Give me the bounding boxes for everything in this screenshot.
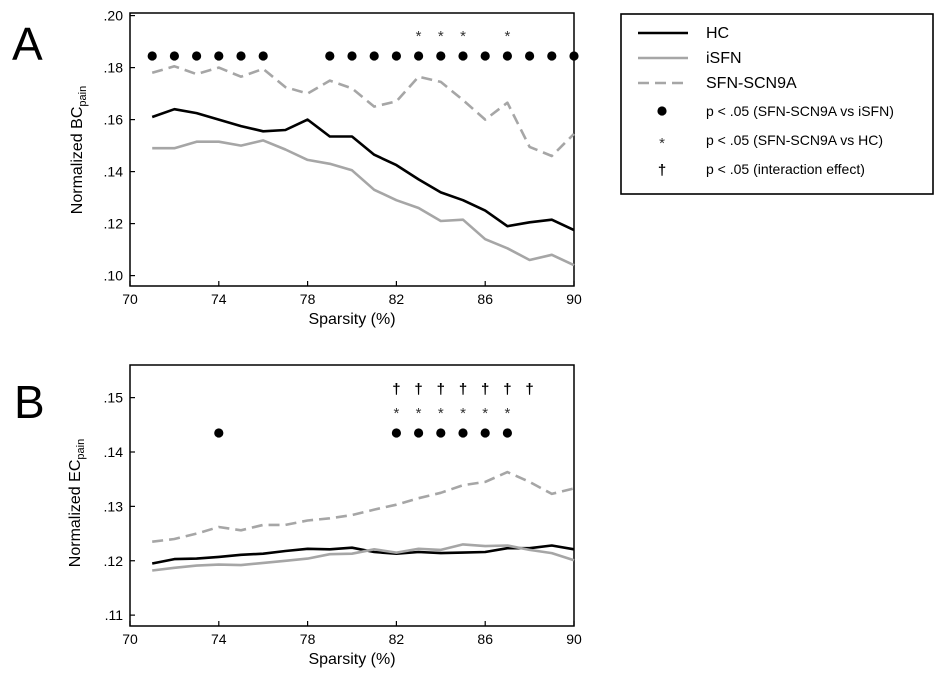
panel-b-sig-dot [480,428,490,438]
panel-a-sig-dot [414,51,424,61]
panel-a-xtick-label: 78 [300,291,316,307]
legend-swatch-dagger: † [658,162,666,179]
legend-label-p-05-sfn-scn9a-vs-hc: p < .05 (SFN-SCN9A vs HC) [706,132,883,148]
panel-a-series-sfn-scn9a [151,65,575,158]
panel-a-sig-asterisk: * [438,28,444,45]
panel-a-ytick-label: .16 [104,112,124,128]
panel-a-ytick-label: .20 [104,8,124,24]
panel-b-sig-dot [436,428,446,438]
panel-a-sig-dot [369,51,379,61]
panel-a-sig-dot [214,51,224,61]
panel-a-sig-dot [458,51,468,61]
panel-a-series-hc [151,107,575,232]
panel-a-xtick-label: 82 [389,291,405,307]
panel-b-xtick-label: 86 [477,631,493,647]
panel-a-axes-frame [129,12,575,287]
panel-b-chart: .11 .12 .13 .14 .15 70 74 78 82 86 90 Sparsity (%) N… [67,364,582,668]
panel-b-sig-dot [214,428,224,438]
legend-label-p-05-sfn-scn9a-vs-isfn: p < .05 (SFN-SCN9A vs iSFN) [706,103,894,119]
panel-a-sig-dot [236,51,246,61]
panel-letter-a: A [12,18,43,70]
panel-b-sig-dagger: † [503,381,511,398]
legend-label-sfn-scn9a: SFN-SCN9A [706,75,797,92]
panel-a-sig-dot [325,51,335,61]
panel-a-sig-dot [347,51,357,61]
panel-a-sig-dot [192,51,202,61]
legend: HC iSFN SFN-SCN9A p < .05 (SFN-SCN9A vs iSF… [620,13,934,195]
panel-b-sig-dot [458,428,468,438]
legend-swatch-asterisk: * [659,135,665,152]
panel-b-ytick-label: .12 [104,553,124,569]
panel-b-sig-dagger: † [437,381,445,398]
panel-b-ytick-label: .13 [104,498,124,514]
panel-a-ylabel-main: Normalized BC [69,107,86,215]
panel-a-xtick-label: 90 [566,291,582,307]
panel-a-sig-dot [147,51,157,61]
panel-a-ytick-label: .10 [104,268,124,284]
panel-b-sig-dagger: † [392,381,400,398]
panel-letter-b: B [14,376,45,428]
panel-b-xtick-label: 70 [122,631,138,647]
panel-a-sig-asterisk: * [504,28,510,45]
panel-a-sig-dot [569,51,579,61]
panel-b-sig-asterisk: * [504,405,510,422]
panel-b-axes-frame [129,364,575,627]
panel-b-ylabel-sub: pain [75,439,87,460]
panel-b-ytick-label: .11 [105,607,124,623]
legend-label-p-05-interaction-effect: p < .05 (interaction effect) [706,161,865,177]
panel-b-ytick-label: .15 [104,390,124,406]
panel-b-series-sfn-scn9a [152,470,575,543]
panel-b-ylabel-main: Normalized EC [67,460,84,568]
panel-a-sig-dot [480,51,490,61]
panel-a-ytick-label: .12 [104,216,124,232]
panel-b-sig-asterisk: * [438,405,444,422]
panel-b-sig-dot [502,428,512,438]
panel-a-ytick-label: .18 [104,60,124,76]
panel-b-sig-dot [391,428,401,438]
panel-a-sig-dot [258,51,268,61]
panel-a-sig-dot [436,51,446,61]
legend-frame [620,13,934,195]
panel-a-xtick-label: 86 [477,291,493,307]
panel-a-sig-dot [169,51,179,61]
panel-b-sig-asterisk: * [460,405,466,422]
panel-a-ylabel-sub: pain [77,86,89,107]
panel-a-sig-dot [525,51,535,61]
legend-label-isfn: iSFN [706,50,742,67]
panel-a-sig-dot [547,51,557,61]
panel-a-sig-dot [391,51,401,61]
legend-label-hc: HC [706,25,729,42]
panel-b-xtick-label: 82 [389,631,405,647]
panel-b-sig-asterisk: * [482,405,488,422]
panel-a-ylabel: Normalized BCpain [69,86,89,214]
legend-swatch-dot [657,106,667,116]
panel-a-sig-asterisk: * [460,28,466,45]
panel-a-ytick-label: .14 [104,164,124,180]
panel-b-sig-asterisk: * [393,405,399,422]
panel-a-sig-asterisk: * [416,28,422,45]
panel-a-series-isfn [152,139,575,267]
panel-b-xlabel: Sparsity (%) [308,651,395,668]
panel-b-sig-dagger: † [525,381,533,398]
panel-b-series-hc [151,544,575,565]
panel-b-sig-dagger: † [414,381,422,398]
panel-b-ylabel: Normalized ECpain [67,439,87,567]
panel-b-xtick-label: 78 [300,631,316,647]
panel-a-chart: .10 .12 .14 .16 .18 .20 70 74 78 82 86 90 Sparsity (… [69,8,582,328]
panel-b-sig-dot [414,428,424,438]
panel-a-xlabel: Sparsity (%) [308,311,395,328]
panel-b-sig-asterisk: * [416,405,422,422]
panel-b-xtick-label: 74 [211,631,227,647]
panel-b-series-isfn [152,543,575,572]
panel-a-xtick-label: 70 [122,291,138,307]
panel-b-sig-dagger: † [459,381,467,398]
panel-b-ytick-label: .14 [104,444,124,460]
panel-a-xtick-label: 74 [211,291,227,307]
panel-b-sig-dagger: † [481,381,489,398]
panel-b-xtick-label: 90 [566,631,582,647]
panel-a-sig-dot [502,51,512,61]
